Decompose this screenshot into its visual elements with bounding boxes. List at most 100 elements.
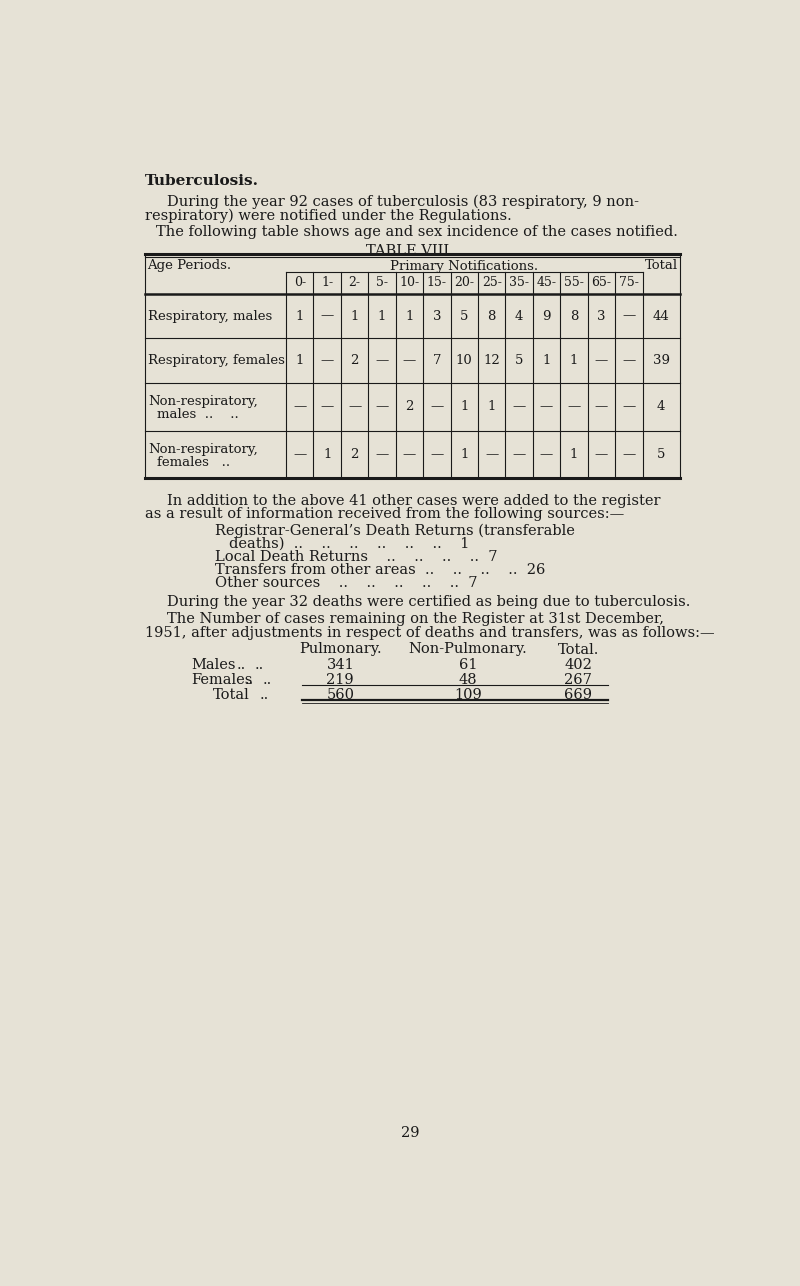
Text: 5-: 5-: [376, 276, 388, 289]
Text: 2: 2: [350, 354, 358, 368]
Text: ..: ..: [262, 673, 272, 687]
Text: —: —: [321, 354, 334, 368]
Text: 669: 669: [564, 688, 592, 702]
Text: 25-: 25-: [482, 276, 502, 289]
Text: —: —: [402, 448, 416, 462]
Text: 10: 10: [456, 354, 473, 368]
Text: Total: Total: [213, 688, 250, 702]
Text: 1: 1: [542, 354, 550, 368]
Text: 219: 219: [326, 673, 354, 687]
Text: 5: 5: [460, 310, 469, 323]
Text: —: —: [321, 310, 334, 323]
Text: 35-: 35-: [509, 276, 529, 289]
Text: 1: 1: [295, 310, 304, 323]
Text: —: —: [513, 448, 526, 462]
Text: 55-: 55-: [564, 276, 584, 289]
Text: deaths)  ..    ..    ..    ..    ..    ..    1: deaths) .. .. .. .. .. .. 1: [229, 538, 469, 550]
Text: 109: 109: [454, 688, 482, 702]
Text: 8: 8: [487, 310, 496, 323]
Text: —: —: [622, 354, 635, 368]
Text: ..: ..: [244, 673, 254, 687]
Text: —: —: [513, 400, 526, 413]
Text: 4: 4: [657, 400, 666, 413]
Text: 1: 1: [323, 448, 331, 462]
Text: 61: 61: [459, 658, 478, 671]
Text: —: —: [402, 354, 416, 368]
Text: 29: 29: [401, 1127, 419, 1141]
Text: 2: 2: [350, 448, 358, 462]
Text: 3: 3: [433, 310, 441, 323]
Text: TABLE VIII.: TABLE VIII.: [366, 243, 454, 257]
Text: —: —: [594, 400, 608, 413]
Text: —: —: [375, 400, 389, 413]
Text: —: —: [485, 448, 498, 462]
Text: 20-: 20-: [454, 276, 474, 289]
Text: In addition to the above 41 other cases were added to the register: In addition to the above 41 other cases …: [166, 494, 660, 508]
Text: 39: 39: [653, 354, 670, 368]
Text: The Number of cases remaining on the Register at 31st December,: The Number of cases remaining on the Reg…: [166, 612, 664, 626]
Text: Local Death Returns    ..    ..    ..    ..  7: Local Death Returns .. .. .. .. 7: [214, 550, 498, 565]
Text: 1: 1: [570, 448, 578, 462]
Text: —: —: [375, 354, 389, 368]
Text: 1951, after adjustments in respect of deaths and transfers, was as follows:—: 1951, after adjustments in respect of de…: [145, 625, 714, 639]
Text: 15-: 15-: [427, 276, 447, 289]
Text: —: —: [622, 400, 635, 413]
Text: ..: ..: [237, 658, 246, 671]
Text: 44: 44: [653, 310, 670, 323]
Text: 65-: 65-: [591, 276, 611, 289]
Text: During the year 32 deaths were certified as being due to tuberculosis.: During the year 32 deaths were certified…: [166, 594, 690, 608]
Text: 3: 3: [597, 310, 606, 323]
Text: 1: 1: [350, 310, 358, 323]
Text: females   ..: females ..: [158, 455, 230, 469]
Text: Total: Total: [645, 258, 678, 273]
Text: 75-: 75-: [619, 276, 638, 289]
Text: 4: 4: [515, 310, 523, 323]
Text: Transfers from other areas  ..    ..    ..    ..  26: Transfers from other areas .. .. .. .. 2…: [214, 563, 545, 577]
Text: 1-: 1-: [321, 276, 333, 289]
Text: 2-: 2-: [349, 276, 361, 289]
Text: Respiratory, females: Respiratory, females: [148, 354, 285, 368]
Text: The following table shows age and sex incidence of the cases notified.: The following table shows age and sex in…: [156, 225, 678, 239]
Text: 12: 12: [483, 354, 500, 368]
Text: respiratory) were notified under the Regulations.: respiratory) were notified under the Reg…: [145, 208, 512, 222]
Text: Age Periods.: Age Periods.: [147, 258, 231, 273]
Text: 45-: 45-: [537, 276, 557, 289]
Text: —: —: [348, 400, 361, 413]
Text: 2: 2: [406, 400, 414, 413]
Text: 8: 8: [570, 310, 578, 323]
Text: Respiratory, males: Respiratory, males: [148, 310, 272, 323]
Text: Total.: Total.: [558, 643, 599, 656]
Text: Registrar-General’s Death Returns (transferable: Registrar-General’s Death Returns (trans…: [214, 523, 574, 539]
Text: —: —: [540, 400, 553, 413]
Text: 1: 1: [295, 354, 304, 368]
Text: 5: 5: [515, 354, 523, 368]
Text: During the year 92 cases of tuberculosis (83 respiratory, 9 non-: During the year 92 cases of tuberculosis…: [166, 194, 638, 208]
Text: —: —: [622, 448, 635, 462]
Text: Primary Notifications.: Primary Notifications.: [390, 260, 538, 273]
Text: 1: 1: [487, 400, 496, 413]
Text: Non-respiratory,: Non-respiratory,: [148, 395, 258, 408]
Text: 1: 1: [460, 448, 469, 462]
Text: as a result of information received from the following sources:—: as a result of information received from…: [145, 507, 624, 521]
Text: Females: Females: [191, 673, 253, 687]
Text: —: —: [567, 400, 581, 413]
Text: ..: ..: [255, 658, 264, 671]
Text: 1: 1: [406, 310, 414, 323]
Text: Non-respiratory,: Non-respiratory,: [148, 442, 258, 455]
Text: Pulmonary.: Pulmonary.: [299, 643, 382, 656]
Text: Non-Pulmonary.: Non-Pulmonary.: [409, 643, 527, 656]
Text: 0-: 0-: [294, 276, 306, 289]
Text: —: —: [321, 400, 334, 413]
Text: 267: 267: [564, 673, 592, 687]
Text: 1: 1: [460, 400, 469, 413]
Text: Males: Males: [191, 658, 236, 671]
Text: 1: 1: [570, 354, 578, 368]
Text: —: —: [594, 448, 608, 462]
Text: 9: 9: [542, 310, 550, 323]
Text: —: —: [622, 310, 635, 323]
Text: ..: ..: [260, 688, 269, 702]
Text: —: —: [293, 400, 306, 413]
Text: 560: 560: [326, 688, 354, 702]
Text: 48: 48: [459, 673, 478, 687]
Text: —: —: [293, 448, 306, 462]
